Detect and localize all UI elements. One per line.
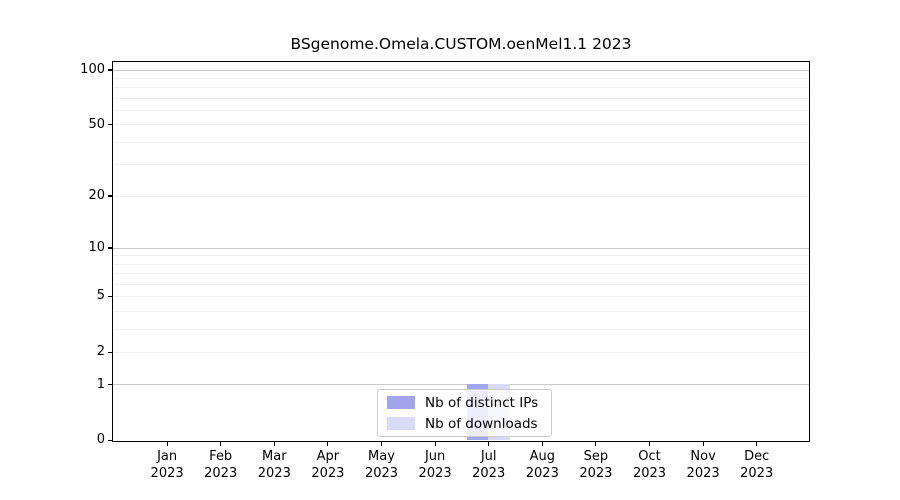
x-tick-label: Sep 2023	[556, 448, 636, 482]
x-tick-year: 2023	[472, 466, 506, 481]
gridline-minor	[113, 328, 809, 330]
x-tick-mark	[488, 442, 490, 446]
y-tick-label: 100	[80, 61, 105, 77]
gridline-minor	[113, 141, 809, 143]
legend-entry-downloads: Nb of downloads	[387, 416, 542, 432]
x-tick-mark	[702, 442, 704, 446]
plot-area	[112, 61, 810, 442]
gridline-minor	[113, 296, 809, 298]
y-tick-label: 5	[96, 288, 105, 304]
x-tick-year: 2023	[686, 466, 720, 481]
x-tick-year: 2023	[632, 466, 667, 481]
x-tick-mark	[434, 442, 436, 446]
gridline-minor	[113, 263, 809, 265]
x-tick-month: Feb	[209, 449, 233, 464]
y-tick-label: 20	[88, 187, 105, 203]
gridline-minor	[113, 110, 809, 112]
x-tick-year: 2023	[150, 466, 184, 481]
x-tick-year: 2023	[579, 466, 613, 481]
gridline-minor	[113, 124, 809, 126]
gridline-major	[113, 247, 809, 249]
gridline-minor	[113, 283, 809, 285]
legend-swatch-downloads	[387, 417, 415, 430]
x-tick-month: May	[368, 449, 395, 464]
y-tick-label: 1	[96, 376, 105, 392]
x-tick-label: Jun 2023	[395, 448, 475, 482]
x-tick-label: Feb 2023	[181, 448, 261, 482]
gridline-minor	[113, 97, 809, 99]
y-tick-mark	[108, 384, 112, 386]
y-tick-label: 2	[96, 344, 105, 360]
x-tick-month: Oct	[638, 449, 661, 464]
gridline-major	[113, 69, 809, 71]
legend-label-distinct-ips: Nb of distinct IPs	[425, 394, 539, 411]
y-tick-label: 10	[88, 239, 105, 255]
x-tick-month: Dec	[744, 449, 770, 464]
x-tick-label: Dec 2023	[717, 448, 797, 482]
y-tick-mark	[108, 247, 112, 249]
gridline-minor	[113, 351, 809, 353]
gridline-minor	[113, 77, 809, 79]
legend-label-downloads: Nb of downloads	[425, 415, 538, 432]
x-tick-mark	[595, 442, 597, 446]
gridline-minor	[113, 87, 809, 89]
x-tick-label: Apr 2023	[288, 448, 368, 482]
gridline-minor	[113, 273, 809, 275]
gridline-minor	[113, 164, 809, 166]
x-tick-month: Aug	[529, 449, 555, 464]
x-tick-mark	[541, 442, 543, 446]
x-tick-month: Jan	[157, 449, 178, 464]
y-tick-mark	[108, 69, 112, 71]
x-tick-label: Aug 2023	[502, 448, 582, 482]
x-tick-label: Nov 2023	[663, 448, 743, 482]
x-tick-year: 2023	[525, 466, 559, 481]
gridline-major	[113, 384, 809, 386]
x-tick-month: Apr	[316, 449, 340, 464]
x-tick-mark	[756, 442, 758, 446]
x-tick-month: Sep	[583, 449, 609, 464]
legend: Nb of distinct IPs Nb of downloads	[377, 389, 552, 437]
x-tick-label: Jan 2023	[127, 448, 207, 482]
x-tick-month: Mar	[262, 449, 287, 464]
x-tick-label: Mar 2023	[234, 448, 314, 482]
y-tick-mark	[108, 295, 112, 298]
x-tick-year: 2023	[740, 466, 774, 481]
legend-entry-distinct-ips: Nb of distinct IPs	[387, 395, 542, 411]
x-tick-month: Jul	[480, 449, 497, 464]
x-tick-month: Nov	[690, 449, 716, 464]
x-tick-mark	[327, 442, 329, 446]
gridline-minor	[113, 310, 809, 312]
x-tick-mark	[166, 442, 168, 446]
x-tick-mark	[220, 442, 222, 446]
x-tick-year: 2023	[311, 466, 345, 481]
y-tick-label: 0	[96, 432, 105, 448]
y-tick-mark	[108, 439, 112, 441]
chart-title: BSgenome.Omela.CUSTOM.oenMel1.1 2023	[290, 35, 632, 53]
x-tick-year: 2023	[418, 466, 452, 481]
x-tick-label: May 2023	[342, 448, 422, 482]
gridline-minor	[113, 195, 809, 197]
y-tick-mark	[108, 351, 112, 353]
x-tick-mark	[273, 442, 275, 446]
plot-layer	[113, 62, 809, 441]
gridline-minor	[113, 255, 809, 257]
y-tick-label: 50	[88, 116, 105, 132]
x-tick-mark	[648, 442, 651, 446]
y-tick-mark	[108, 195, 112, 197]
x-tick-label: Oct 2023	[610, 448, 690, 482]
x-tick-year: 2023	[257, 466, 291, 481]
x-tick-month: Jun	[424, 449, 446, 464]
y-tick-mark	[108, 124, 112, 126]
legend-swatch-distinct-ips	[387, 396, 415, 409]
x-tick-mark	[380, 442, 383, 446]
x-tick-label: Jul 2023	[449, 448, 529, 482]
x-tick-year: 2023	[364, 466, 399, 481]
x-tick-year: 2023	[204, 466, 238, 481]
